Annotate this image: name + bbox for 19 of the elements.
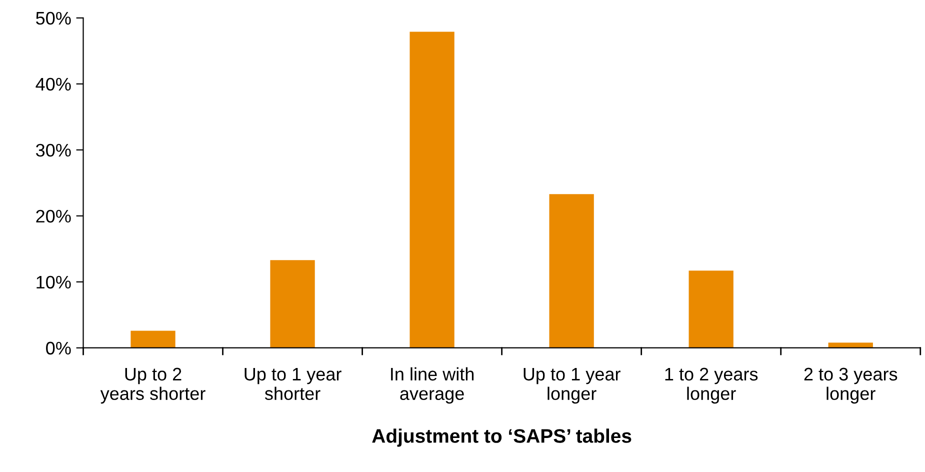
y-tick-label: 20%	[36, 210, 71, 223]
x-axis-title: Adjustment to ‘SAPS’ tables	[372, 428, 632, 447]
y-tick-label: 0%	[46, 342, 71, 355]
x-tick-label: Up to 2 years shorter	[100, 368, 206, 404]
y-tick-label: 40%	[36, 78, 71, 91]
x-tick-label: 2 to 3 years longer	[804, 368, 898, 404]
bar	[270, 260, 315, 348]
bar	[828, 342, 873, 348]
bar	[549, 194, 594, 348]
x-tick-label: In line with average	[391, 367, 474, 404]
y-tick-label: 50%	[36, 12, 71, 25]
bar	[130, 330, 176, 348]
bar	[688, 270, 734, 348]
y-tick-label: 10%	[36, 276, 71, 289]
y-tick-label: 30%	[36, 144, 71, 157]
bar	[410, 32, 454, 348]
x-tick-label: Up to 1 year longer	[524, 368, 620, 404]
x-tick-label: 1 to 2 years longer	[665, 368, 758, 404]
x-tick-label: Up to 1 year shorter	[244, 368, 342, 400]
